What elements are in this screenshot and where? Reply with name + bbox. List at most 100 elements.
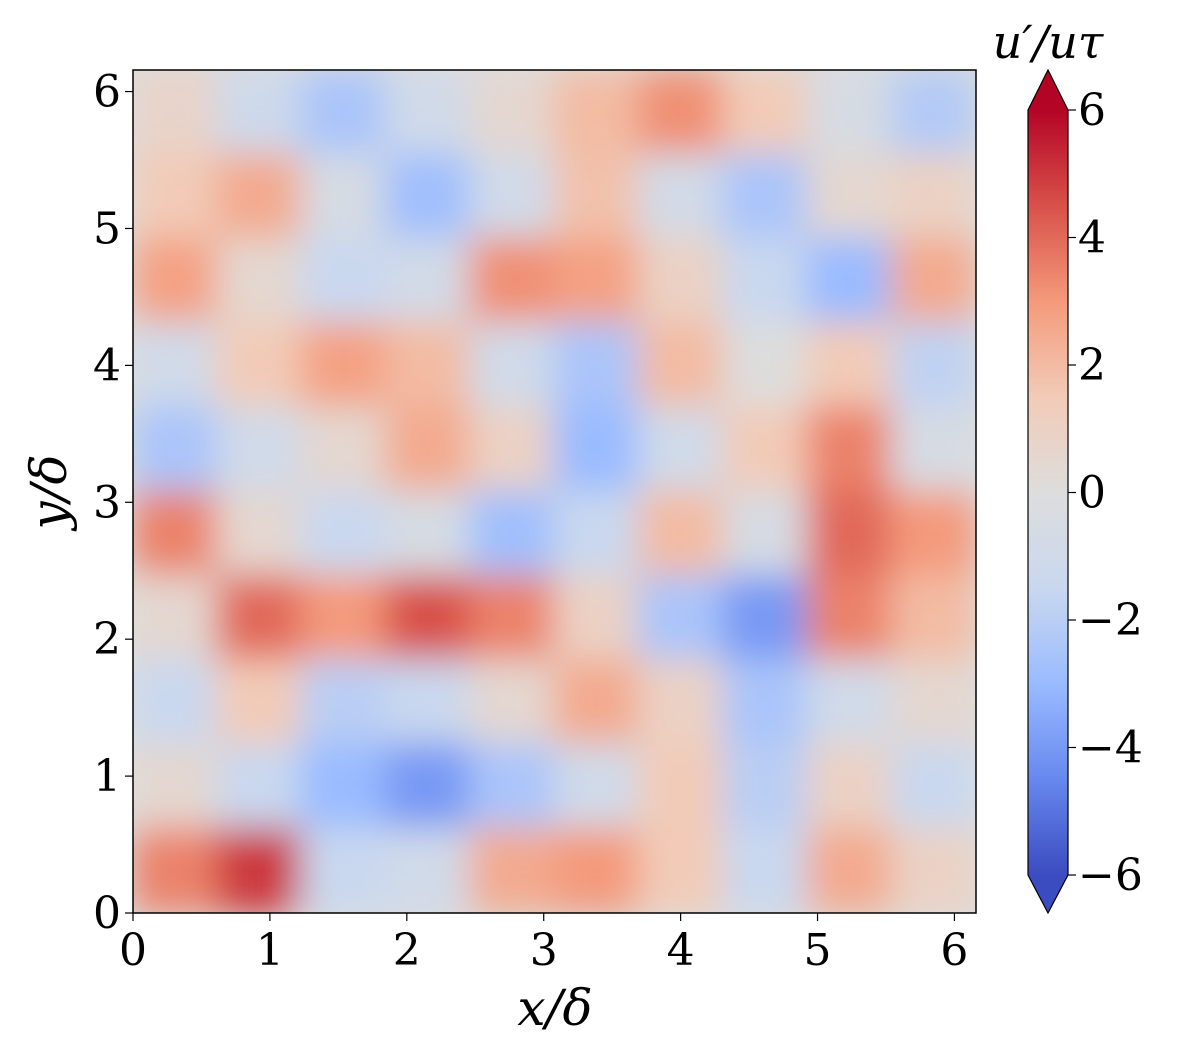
y-tick-label: 4 [93,340,121,391]
heatmap-cell [890,70,976,156]
colorbar-gradient [1028,110,1068,875]
heatmap-cell [133,406,219,493]
heatmap-cell [722,574,809,662]
heatmap-cell [300,574,387,662]
heatmap-cell [216,70,303,156]
heatmap-cell [469,574,556,662]
heatmap-cell [216,827,303,913]
colorbar-ticks: −6 −4 −2 0 2 4 6 [1068,85,1143,901]
heatmap-cell [384,659,472,746]
heatmap-cell [384,574,472,662]
y-tick-label: 3 [93,477,121,528]
heatmap-cell [133,321,219,409]
heatmap-cell [637,70,725,156]
colorbar: −6 −4 −2 0 2 4 6 u′/uτ [993,15,1143,915]
heatmap-cell [469,490,556,577]
heatmap-cell [469,321,556,409]
heatmap-cell [806,574,893,662]
colorbar-bottom-extension [1028,875,1068,913]
heatmap-cell [890,743,976,830]
heatmap-cell [890,153,976,240]
heatmap-cell [300,406,387,493]
heatmap-cell [469,406,556,493]
heatmap-cell [133,153,219,240]
heatmap-cell [469,70,556,156]
heatmap-cell [384,153,472,240]
heatmap-cell [637,574,725,662]
heatmap-cell [637,659,725,746]
x-tick-label: 0 [119,925,147,976]
heatmap-cell [133,490,219,577]
heatmap-cell [384,743,472,830]
heatmap-cell [553,406,640,493]
heatmap-cell [637,743,725,830]
heatmap-cell [469,827,556,913]
heatmap-cell [300,237,387,324]
heatmap-cell [553,574,640,662]
heatmap-cell [722,743,809,830]
heatmap-cell [300,659,387,746]
heatmap-cell [216,574,303,662]
heatmap-cell [806,321,893,409]
heatmap-cell [806,490,893,577]
heatmap-cell [553,827,640,913]
heatmap-cell [722,70,809,156]
colorbar-tick-label: −6 [1078,850,1143,901]
x-tick-label: 4 [667,925,695,976]
x-tick-label: 1 [256,925,284,976]
colorbar-tick-label: 6 [1078,85,1106,136]
heatmap-cell [384,406,472,493]
heatmap-cell [890,237,976,324]
heatmap-cell [216,153,303,240]
heatmap-cell [722,321,809,409]
heatmap-cell [469,153,556,240]
heatmap-cell [300,321,387,409]
heatmap-cell [216,406,303,493]
heatmap-cell [806,659,893,746]
heatmap-cell [300,490,387,577]
heatmap-cell [553,321,640,409]
x-tick-label: 2 [393,925,421,976]
heatmap-cell [384,827,472,913]
heatmap-cell [300,153,387,240]
y-tick-label: 1 [93,751,121,802]
heatmap-cell [469,659,556,746]
heatmap-cell [637,406,725,493]
heatmap-cell [806,406,893,493]
heatmap-cell [806,743,893,830]
colorbar-top-extension [1028,70,1068,110]
x-tick-label: 6 [940,925,968,976]
heatmap-cell [637,490,725,577]
heatmap-cell [890,490,976,577]
heatmap-cell [216,321,303,409]
heatmap-cell [133,237,219,324]
heatmap-cell [384,237,472,324]
y-axis-label: y/δ [20,454,78,531]
heatmap-cell [637,153,725,240]
y-tick-label: 5 [93,203,121,254]
heatmap-cell [300,743,387,830]
colorbar-tick-label: −2 [1078,595,1143,646]
x-tick-label: 3 [530,925,558,976]
heatmap-cell [300,827,387,913]
heatmap-cell [384,70,472,156]
heatmap-cell [890,321,976,409]
heatmap-cell [133,659,219,746]
heatmap-cell [553,153,640,240]
heatmap-cell [722,153,809,240]
heatmap-cell [637,237,725,324]
heatmap-cell [384,490,472,577]
y-tick-label: 0 [93,888,121,939]
heatmap-cell [133,574,219,662]
heatmap-cell [553,237,640,324]
heatmap-cell [553,659,640,746]
heatmap-cell [806,70,893,156]
plot-frame [132,69,977,914]
heatmap-cell [553,743,640,830]
y-tick-label: 6 [93,67,121,118]
y-tick-label: 2 [93,614,121,665]
x-axis-label: x/δ [517,979,592,1037]
heatmap-cell [216,490,303,577]
heatmap-cell [216,237,303,324]
